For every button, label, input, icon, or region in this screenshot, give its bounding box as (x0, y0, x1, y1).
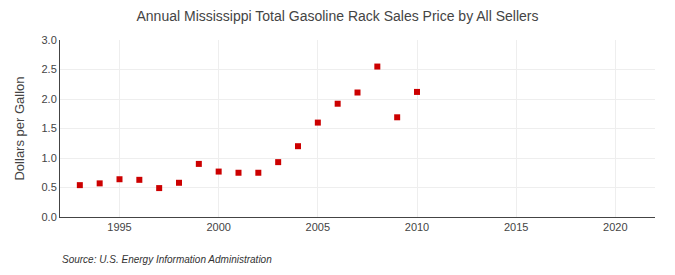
svg-text:2020: 2020 (603, 221, 627, 233)
svg-text:2015: 2015 (504, 221, 528, 233)
svg-text:0.0: 0.0 (42, 211, 57, 223)
svg-text:2.0: 2.0 (42, 93, 57, 105)
svg-text:Source: U.S. Energy Informatio: Source: U.S. Energy Information Administ… (62, 254, 272, 265)
svg-text:3.0: 3.0 (42, 34, 57, 46)
svg-text:2005: 2005 (306, 221, 330, 233)
svg-text:1.0: 1.0 (42, 152, 57, 164)
svg-text:2010: 2010 (405, 221, 429, 233)
svg-text:2.5: 2.5 (42, 63, 57, 75)
svg-text:2000: 2000 (206, 221, 230, 233)
svg-text:0.5: 0.5 (42, 181, 57, 193)
svg-text:Dollars per Gallon: Dollars per Gallon (12, 76, 27, 180)
svg-text:1.5: 1.5 (42, 122, 57, 134)
svg-text:1995: 1995 (107, 221, 131, 233)
svg-text:Annual Mississippi Total Gasol: Annual Mississippi Total Gasoline Rack S… (136, 8, 538, 24)
